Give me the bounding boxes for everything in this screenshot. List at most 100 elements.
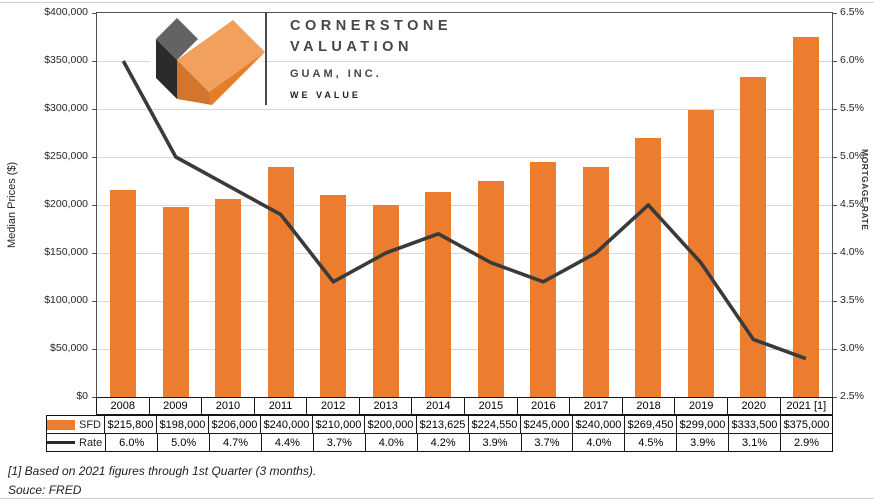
- value-cell: $224,550: [468, 416, 520, 433]
- table-row-rate: Rate 6.0% 5.0% 4.7% 4.4% 3.7% 4.0% 4.2% 3.9% 3.7%…: [47, 433, 832, 451]
- value-cell: $198,000: [156, 416, 208, 433]
- gridline: [97, 108, 832, 110]
- value-cell: $240,000: [572, 416, 624, 433]
- mortgage-rate-line: [121, 60, 807, 361]
- bar-2017: [582, 166, 609, 397]
- value-cell: 3.7%: [520, 434, 573, 451]
- legend-cell-sfd: SFD: [47, 416, 105, 433]
- year-cell: 2011: [253, 398, 307, 414]
- value-cell: 4.0%: [572, 434, 624, 451]
- bar-2015: [477, 181, 504, 397]
- gridline: [97, 300, 832, 302]
- bar-2021 [1]: [792, 37, 819, 397]
- bar-2012: [320, 195, 347, 397]
- bar-2009: [162, 206, 189, 397]
- logo-orange-cube-top-face: [177, 20, 265, 92]
- left-axis-title: Median Prices ($): [6, 161, 18, 249]
- value-cell: 2.9%: [780, 434, 832, 451]
- year-cell: 2012: [306, 398, 359, 414]
- left-tick-label: $400,000: [44, 6, 88, 18]
- data-table: SFD $215,800 $198,000 $206,000 $240,000 $210,…: [46, 415, 833, 452]
- bar-2018: [635, 138, 662, 397]
- table-row-sfd: SFD $215,800 $198,000 $206,000 $240,000 $210,…: [47, 416, 832, 433]
- source-note: Souce: FRED: [8, 483, 82, 497]
- value-cell: 6.0%: [119, 436, 145, 449]
- logo-name-line2: VALUATION: [290, 39, 413, 55]
- year-cell: 2008: [110, 400, 136, 412]
- year-cell: 2016: [516, 398, 570, 414]
- value-cell: 4.0%: [364, 434, 417, 451]
- logo-gray-cube-left-face: [156, 39, 177, 99]
- left-tick-label: $200,000: [44, 198, 88, 210]
- page-top-rule: [0, 2, 874, 3]
- gridline: [97, 348, 832, 350]
- bar-2013: [372, 205, 399, 397]
- year-cell: 2013: [358, 398, 412, 414]
- footnote: [1] Based on 2021 figures through 1st Qu…: [8, 464, 317, 478]
- value-cell: 4.5%: [624, 434, 676, 451]
- value-cell: 4.4%: [260, 434, 313, 451]
- logo-wordmark: CORNERSTONE VALUATION GUAM, INC. WE VALU…: [290, 16, 452, 100]
- year-cell: 2017: [569, 398, 622, 414]
- value-cell: 3.9%: [468, 434, 521, 451]
- left-tick-label: $150,000: [44, 246, 88, 258]
- left-tick-label: $100,000: [44, 294, 88, 306]
- gridline: [97, 156, 832, 158]
- logo-name-line1: CORNERSTONE: [290, 18, 453, 34]
- value-cell: $210,000: [312, 416, 364, 433]
- value-cell: $333,500: [728, 416, 780, 433]
- value-cell: $213,625: [416, 416, 468, 433]
- right-tick-mark: [832, 61, 837, 62]
- logo-subtitle: GUAM, INC.: [290, 68, 382, 80]
- year-cell: 2021 [1]: [779, 398, 833, 414]
- value-cell: 5.0%: [157, 434, 209, 451]
- year-cell: 2020: [726, 398, 780, 414]
- value-cell: 4.2%: [416, 434, 469, 451]
- logo-orange-cube-right-face: [209, 52, 265, 105]
- value-cell: $240,000: [260, 416, 312, 433]
- value-cell: 3.9%: [676, 434, 728, 451]
- legend-label: Rate: [79, 436, 103, 449]
- bar-2014: [425, 191, 452, 397]
- bar-2011: [267, 166, 294, 397]
- right-tick-mark: [832, 13, 837, 14]
- plot-area: [97, 13, 832, 397]
- left-tick-label: $250,000: [44, 150, 88, 162]
- right-tick-label: 2.5%: [840, 390, 864, 402]
- value-cell: $215,800: [107, 418, 154, 431]
- value-cell: $206,000: [208, 416, 260, 433]
- left-tick-label: $0: [76, 390, 88, 402]
- rate-legend-swatch-icon: [47, 440, 75, 445]
- logo-heart-mark: [150, 15, 265, 105]
- bar-2010: [215, 199, 242, 397]
- year-cell: 2014: [411, 398, 464, 414]
- logo-orange-cube-front-face: [177, 60, 212, 105]
- bar-2008: [110, 189, 137, 397]
- left-tick-label: $300,000: [44, 102, 88, 114]
- gridline: [97, 252, 832, 254]
- gridline: [97, 204, 832, 206]
- year-cell: 2010: [201, 398, 254, 414]
- year-cell: 2019: [674, 398, 727, 414]
- right-tick-mark: [832, 301, 837, 302]
- value-cell: $245,000: [520, 416, 572, 433]
- value-cell: 3.1%: [728, 434, 780, 451]
- value-cell: 3.7%: [312, 434, 365, 451]
- right-tick-mark: [832, 253, 837, 254]
- sfd-legend-swatch-icon: [47, 419, 75, 430]
- year-cell: 2018: [621, 398, 675, 414]
- logo-divider: [265, 12, 267, 105]
- year-cell: 2009: [148, 398, 202, 414]
- year-header-row: 2008 2009 2010 2011 2012 2013 2014 2015 2016 2017…: [96, 397, 833, 415]
- logo-tagline: WE VALUE: [290, 90, 361, 100]
- page-bottom-rule: [0, 498, 874, 499]
- right-tick-mark: [832, 205, 837, 206]
- value-cell: $200,000: [364, 416, 416, 433]
- legend-label: SFD: [79, 418, 101, 431]
- gridline: [97, 60, 832, 62]
- right-tick-mark: [832, 349, 837, 350]
- value-cell: $299,000: [676, 416, 728, 433]
- value-cell: $375,000: [780, 416, 832, 433]
- left-tick-label: $350,000: [44, 54, 88, 66]
